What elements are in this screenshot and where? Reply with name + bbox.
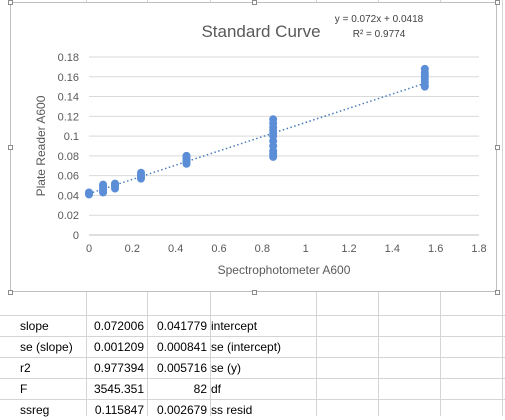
data-point xyxy=(182,151,191,160)
y-tick-label: 0 xyxy=(73,230,79,242)
y-axis-title: Plate Reader A600 xyxy=(34,95,48,196)
y-tick-label: 0.04 xyxy=(58,190,79,202)
data-point xyxy=(85,188,93,197)
y-tick-label: 0.16 xyxy=(58,72,79,84)
y-tick-label: 0.1 xyxy=(64,131,79,143)
stats-cell[interactable]: 0.000841 xyxy=(156,340,207,354)
stats-cell[interactable]: 0.002679 xyxy=(156,403,207,417)
stats-cell[interactable]: 3545.351 xyxy=(93,382,144,396)
stats-cell[interactable]: ss resid xyxy=(211,403,253,417)
stats-cell[interactable]: df xyxy=(211,382,222,396)
x-tick-label: 0.6 xyxy=(211,243,226,255)
x-tick-label: 0.8 xyxy=(255,243,270,255)
x-tick-label: 0 xyxy=(86,243,92,255)
stats-cell[interactable]: F xyxy=(20,382,28,396)
resize-handle[interactable] xyxy=(251,290,257,295)
data-point xyxy=(420,64,429,73)
x-tick-label: 0.4 xyxy=(168,243,183,255)
resize-handle[interactable] xyxy=(251,0,257,5)
stats-cell[interactable]: ssreg xyxy=(20,403,50,417)
resize-handle[interactable] xyxy=(495,145,500,150)
stats-cell[interactable]: 0.115847 xyxy=(94,403,144,417)
y-tick-label: 0.14 xyxy=(58,92,79,104)
grid-row-line xyxy=(0,357,505,358)
stats-cell[interactable]: se (intercept) xyxy=(211,340,282,354)
y-tick-label: 0.02 xyxy=(58,210,79,222)
scatter-chart: 0 0.02 0.04 0.06 0.08 0.1 0.12 0.14 0.16 0.18 0 0.2… xyxy=(34,14,487,277)
grid-column-line xyxy=(502,0,503,416)
stats-cell[interactable]: slope xyxy=(20,319,49,333)
stats-cell[interactable]: 0.977394 xyxy=(93,361,144,375)
data-point xyxy=(137,168,145,177)
x-axis-title: Spectrophotometer A600 xyxy=(218,263,351,277)
trendline xyxy=(88,82,426,195)
grid-row-line xyxy=(0,315,505,316)
stats-cell[interactable]: r2 xyxy=(20,361,31,375)
stats-cell[interactable]: 0.005716 xyxy=(156,361,207,375)
x-tick-label: 1.8 xyxy=(471,243,486,255)
stats-cell[interactable]: se (slope) xyxy=(20,340,73,354)
y-tick-label: 0.08 xyxy=(58,151,79,163)
x-tick-label: 1.6 xyxy=(428,243,443,255)
data-point xyxy=(111,179,119,188)
stats-cell[interactable]: 0.041779 xyxy=(156,319,207,333)
stats-cell[interactable]: 0.072006 xyxy=(93,319,144,333)
resize-handle[interactable] xyxy=(495,0,500,5)
grid-row-line xyxy=(0,399,505,400)
data-point xyxy=(99,180,108,189)
y-tick-label: 0.12 xyxy=(58,111,79,123)
trendline-r2: R² = 0.9774 xyxy=(353,29,406,40)
y-tick-label: 0.18 xyxy=(58,52,79,64)
grid-row-line xyxy=(0,378,505,379)
data-point xyxy=(269,115,278,124)
stats-cell[interactable]: 82 xyxy=(193,382,207,396)
chart-title: Standard Curve xyxy=(201,22,320,41)
y-tick-label: 0.06 xyxy=(58,171,79,183)
trendline-equation: y = 0.072x + 0.0418 xyxy=(335,14,424,25)
x-tick-label: 1 xyxy=(303,243,309,255)
stats-cell[interactable]: 0.001209 xyxy=(93,340,144,354)
grid-row-line xyxy=(0,336,505,337)
resize-handle[interactable] xyxy=(8,0,13,5)
stats-cell[interactable]: intercept xyxy=(211,319,258,333)
resize-handle[interactable] xyxy=(495,290,500,295)
resize-handle[interactable] xyxy=(8,290,13,295)
x-tick-label: 1.2 xyxy=(341,243,356,255)
x-tick-label: 0.2 xyxy=(125,243,140,255)
chart-object[interactable]: 0 0.02 0.04 0.06 0.08 0.1 0.12 0.14 0.16 0.18 0 0.2… xyxy=(8,0,500,295)
resize-handle[interactable] xyxy=(8,145,13,150)
x-tick-label: 1.4 xyxy=(385,243,400,255)
stats-cell[interactable]: se (y) xyxy=(211,361,241,375)
